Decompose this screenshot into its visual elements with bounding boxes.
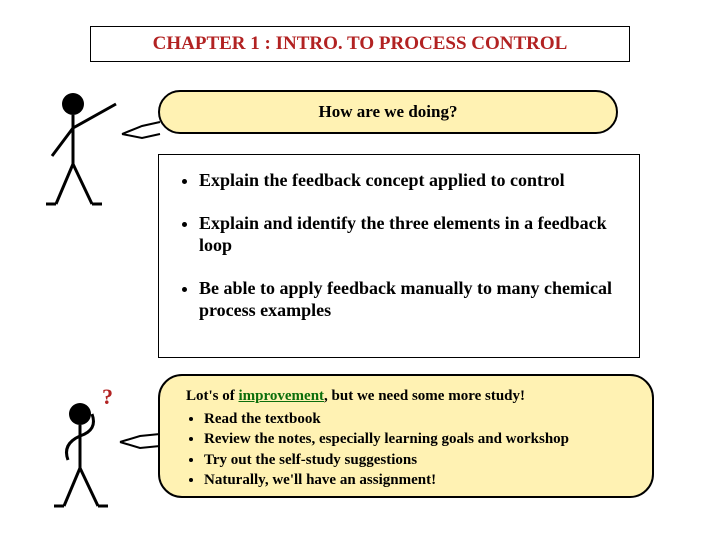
question-bubble-text: How are we doing?	[319, 102, 458, 122]
svg-text:?: ?	[102, 386, 113, 409]
chapter-title: CHAPTER 1 : INTRO. TO PROCESS CONTROL	[153, 33, 568, 55]
list-item: Try out the self-study suggestions	[204, 450, 632, 470]
list-item: Read the textbook	[204, 409, 632, 429]
learning-goals-box: Explain the feedback concept applied to …	[158, 154, 640, 358]
list-item: Review the notes, especially learning go…	[204, 429, 632, 449]
list-item: Explain and identify the three elements …	[199, 212, 621, 257]
chapter-title-box: CHAPTER 1 : INTRO. TO PROCESS CONTROL	[90, 26, 630, 62]
list-item: Be able to apply feedback manually to ma…	[199, 277, 621, 322]
advice-lead-suffix: , but we need some more study!	[324, 388, 525, 404]
question-bubble: How are we doing?	[158, 90, 618, 134]
list-item: Naturally, we'll have an assignment!	[204, 470, 632, 490]
learning-goals-list: Explain the feedback concept applied to …	[181, 169, 621, 322]
advice-lead: Lot's of improvement, but we need some m…	[186, 388, 632, 405]
advice-list: Read the textbook Review the notes, espe…	[186, 409, 632, 490]
advice-bubble: Lot's of improvement, but we need some m…	[158, 374, 654, 498]
advice-lead-highlight: improvement	[239, 388, 325, 404]
advice-lead-prefix: Lot's of	[186, 388, 239, 404]
list-item: Explain the feedback concept applied to …	[199, 169, 621, 192]
stick-figure-pointing-icon	[38, 86, 148, 216]
